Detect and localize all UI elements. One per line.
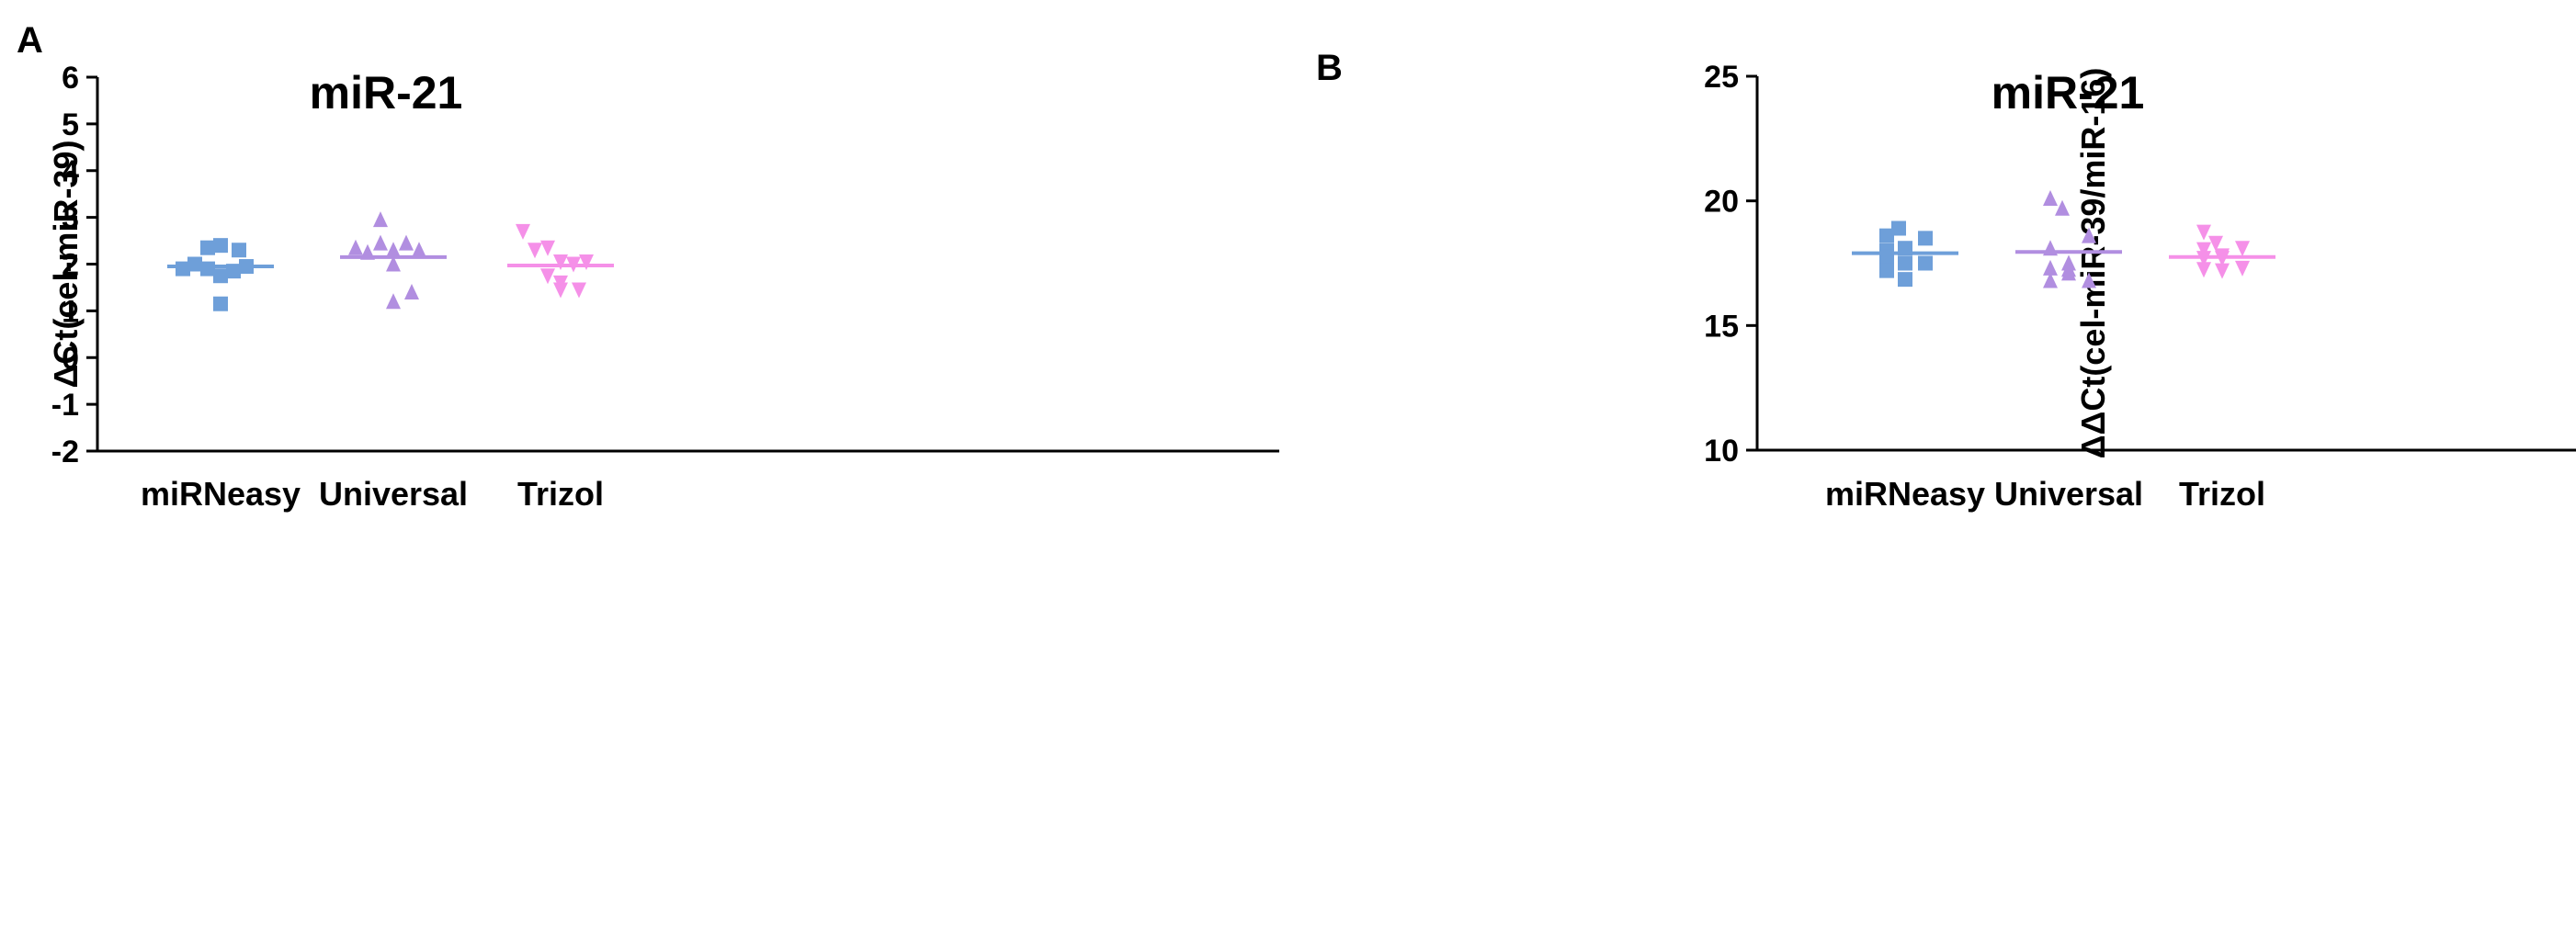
x-category-label: miRNeasy <box>1825 475 1985 513</box>
data-point <box>2215 251 2230 267</box>
data-point <box>412 242 426 258</box>
y-tick-label: -2 <box>51 435 79 469</box>
data-point <box>1898 255 1912 271</box>
data-point <box>226 264 241 279</box>
y-tick-label: 25 <box>1704 60 1739 95</box>
x-category-label: Trizol <box>517 475 604 513</box>
data-point <box>2043 189 2058 206</box>
data-point <box>200 261 215 277</box>
panel-letter-b: B <box>1316 48 1343 88</box>
data-point <box>553 282 568 299</box>
data-point <box>1879 249 1894 265</box>
data-point <box>239 259 254 275</box>
y-tick-label: -1 <box>51 388 79 423</box>
data-point <box>1898 272 1912 288</box>
data-point <box>386 242 401 258</box>
chart-title: miR-21 <box>1992 67 2145 119</box>
data-point <box>373 211 388 228</box>
x-category-label: Universal <box>319 475 468 513</box>
data-point <box>2196 242 2211 258</box>
data-point <box>2215 263 2230 279</box>
series-trizol <box>2169 224 2275 279</box>
x-category-label: miRNeasy <box>141 475 301 513</box>
data-point <box>566 256 581 273</box>
data-point <box>516 223 530 240</box>
data-point <box>213 268 228 284</box>
data-point <box>348 239 363 255</box>
data-point <box>1918 255 1933 271</box>
series-universal <box>340 211 447 310</box>
data-point <box>579 254 594 270</box>
data-point <box>540 268 555 285</box>
y-tick-label: 1 <box>62 294 79 329</box>
x-category-label: Universal <box>1994 475 2143 513</box>
data-point <box>386 293 401 310</box>
data-point <box>2196 251 2211 267</box>
data-point <box>213 296 228 311</box>
data-point <box>2235 260 2250 277</box>
chart-title: miR-21 <box>310 67 463 119</box>
chart-a: miR-21 ΔCt(cel-miR-39) -2 -1 0 1 2 3 4 5 6 miRNeasy… <box>47 61 1279 513</box>
series-mirneasy <box>167 238 274 311</box>
data-point <box>373 234 388 251</box>
data-point <box>1918 231 1933 246</box>
data-point <box>213 238 228 254</box>
data-point <box>1898 241 1912 256</box>
data-point <box>1891 220 1906 236</box>
data-point <box>399 234 414 251</box>
series-trizol <box>507 223 614 299</box>
y-tick-label: 10 <box>1704 434 1739 469</box>
y-tick-label: 0 <box>62 341 79 376</box>
y-tick-label: 6 <box>62 61 79 96</box>
data-point <box>404 284 419 300</box>
y-tick-label: 20 <box>1704 185 1739 220</box>
data-point <box>176 261 190 277</box>
y-axis-title: ΔΔCt(cel-miR-39/miR-16) <box>2074 68 2112 459</box>
data-point <box>2043 240 2058 256</box>
data-point <box>2082 227 2096 243</box>
data-point <box>1879 228 1894 243</box>
data-point <box>540 240 555 256</box>
y-tick-label: 4 <box>62 154 79 189</box>
data-point <box>1879 263 1894 278</box>
data-point <box>187 256 202 272</box>
panel-b: B miR-21 ΔΔCt(cel-miR-39/miR-16) 10 15 20 25 m… <box>1287 0 2576 926</box>
data-point <box>200 240 215 255</box>
data-point <box>2055 199 2070 216</box>
x-category-label: Trizol <box>2179 475 2265 513</box>
panel-letter-a: A <box>17 20 43 61</box>
data-point <box>360 243 375 260</box>
data-point <box>2196 262 2211 278</box>
data-point <box>2196 224 2211 241</box>
data-point <box>553 254 568 270</box>
data-point <box>232 243 246 258</box>
series-universal <box>2015 189 2122 288</box>
series-mirneasy <box>1852 220 1958 288</box>
data-point <box>528 243 542 259</box>
y-tick-label: 5 <box>62 107 79 142</box>
y-tick-label: 3 <box>62 201 79 236</box>
data-point <box>2043 259 2058 276</box>
data-point <box>386 255 401 272</box>
panel-a: A miR-21 ΔCt(cel-miR-39) -2 -1 0 1 2 3 4 5 6 miRNea… <box>0 0 1287 926</box>
data-point <box>2061 265 2076 281</box>
data-point <box>2043 272 2058 288</box>
data-point <box>2208 235 2223 252</box>
data-point <box>572 282 586 299</box>
y-tick-label: 15 <box>1704 309 1739 344</box>
y-axis-title: ΔCt(cel-miR-39) <box>47 141 85 389</box>
data-point <box>2235 241 2250 257</box>
y-tick-label: 2 <box>62 248 79 283</box>
data-point <box>2082 272 2096 288</box>
